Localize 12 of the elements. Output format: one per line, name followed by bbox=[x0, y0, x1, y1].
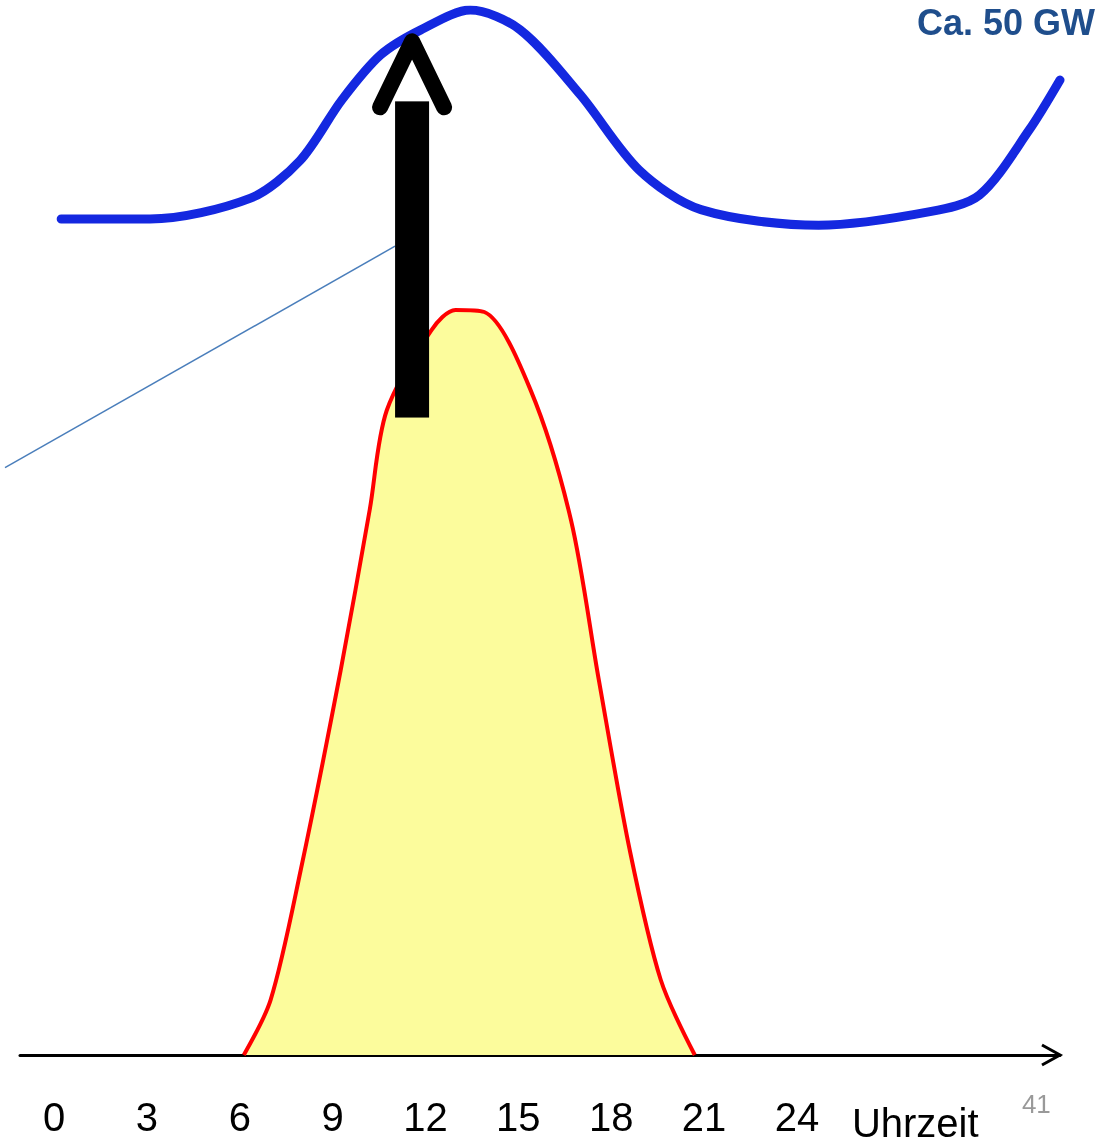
x-tick-label: 18 bbox=[588, 1095, 634, 1139]
annotation: Ca. 50 GW bbox=[916, 1, 1096, 43]
x-tick-label: 24 bbox=[774, 1095, 820, 1139]
x-tick-label: 0 bbox=[42, 1095, 66, 1139]
x-tick-label: 9 bbox=[321, 1095, 344, 1139]
x-tick-label: 12 bbox=[403, 1095, 448, 1139]
x-tick-label: 21 bbox=[681, 1095, 727, 1139]
x-axis-title: Uhrzeit bbox=[851, 1101, 979, 1145]
x-tick-label: 15 bbox=[496, 1095, 541, 1139]
x-tick-label: 3 bbox=[135, 1095, 159, 1139]
x-tick-label: 6 bbox=[228, 1095, 251, 1139]
text: 41 bbox=[1021, 1089, 1051, 1119]
